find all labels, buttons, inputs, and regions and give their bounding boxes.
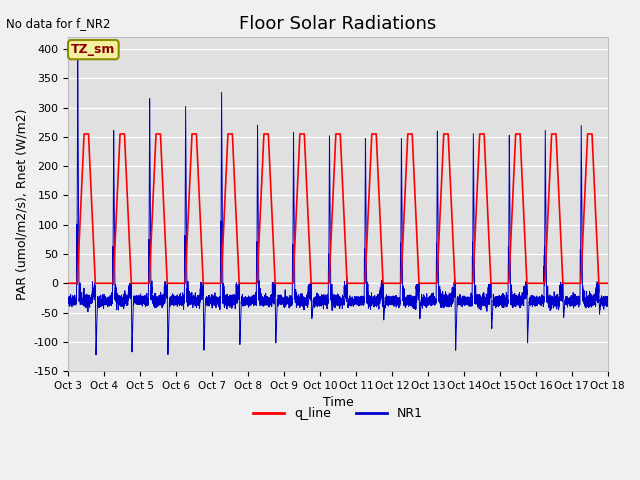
NR1 [248,300,255,305]
q_line [575,280,582,286]
q_line [604,280,612,286]
Line: q_line: q_line [68,134,608,283]
NR1 [581,298,589,304]
q_line [581,186,589,192]
NR1 [320,294,328,300]
Title: Floor Solar Radiations: Floor Solar Radiations [239,15,436,33]
NR1 [65,297,72,302]
Text: No data for f_NR2: No data for f_NR2 [6,17,111,30]
NR1 [604,301,612,307]
q_line [248,280,255,286]
q_line [80,131,88,137]
NR1 [474,298,482,303]
q_line [320,280,328,286]
NR1 [74,57,81,62]
Y-axis label: PAR (umol/m2/s), Rnet (W/m2): PAR (umol/m2/s), Rnet (W/m2) [15,108,28,300]
Line: NR1: NR1 [68,60,608,355]
q_line [474,171,482,177]
q_line [65,280,72,286]
NR1 [575,299,582,304]
Text: TZ_sm: TZ_sm [71,43,116,56]
q_line [459,280,467,286]
NR1 [92,352,100,358]
NR1 [459,295,467,300]
X-axis label: Time: Time [323,396,353,409]
Legend: q_line, NR1: q_line, NR1 [248,402,428,425]
